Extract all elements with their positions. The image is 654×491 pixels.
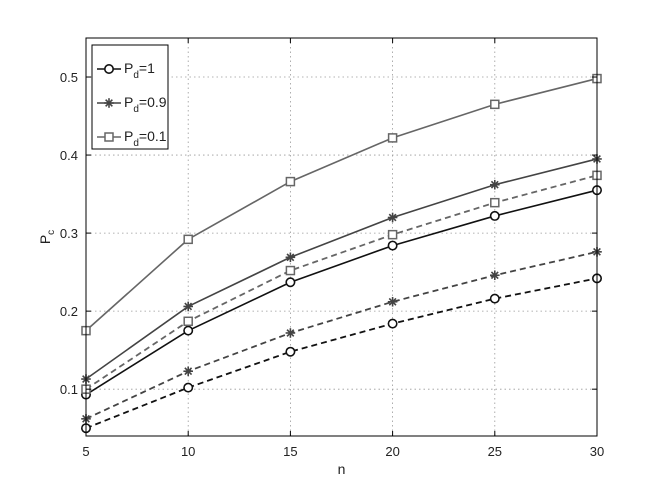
data-point-star — [285, 328, 296, 338]
data-point-square — [183, 234, 193, 245]
series-line — [85, 174, 598, 390]
x-tick-label: 20 — [385, 444, 399, 459]
data-point-circle — [489, 210, 500, 221]
y-axis-label-main: P — [37, 235, 53, 244]
series-line — [85, 77, 598, 332]
data-point-star — [387, 296, 398, 307]
x-tick-label: 5 — [82, 444, 89, 459]
data-point-circle — [183, 382, 194, 393]
legend-label: Pd=0.1 — [124, 128, 167, 149]
series-4 — [81, 273, 602, 434]
y-tick-label: 0.4 — [60, 148, 78, 163]
y-axis-label: Pc — [37, 230, 57, 244]
data-point-circle — [489, 293, 500, 304]
data-point-square — [490, 197, 500, 208]
legend-item: Pd=0.1 — [97, 128, 167, 149]
series-line — [85, 250, 598, 420]
data-point-star — [285, 252, 296, 263]
plot-frame — [85, 37, 598, 437]
series-group — [81, 73, 602, 434]
x-tick-label: 30 — [590, 444, 604, 459]
data-point-circle — [104, 64, 115, 75]
series-line — [85, 277, 598, 430]
data-point-circle — [285, 277, 296, 288]
y-tick-label: 0.5 — [60, 70, 78, 85]
y-tick-label: 0.1 — [60, 382, 78, 397]
legend: Pd=1 Pd=0.9 Pd=0.1 — [91, 44, 169, 150]
series-line — [85, 158, 598, 380]
x-axis-label: n — [338, 461, 346, 477]
ticks: 5 10 15 20 25 30 0.1 0.2 0.3 0.4 0.5 — [60, 38, 604, 459]
y-tick-label: 0.3 — [60, 226, 78, 241]
data-point-star — [183, 366, 193, 377]
data-point-circle — [285, 346, 296, 357]
data-point-star — [387, 212, 398, 223]
x-tick-label: 25 — [488, 444, 502, 459]
data-point-square — [387, 229, 398, 240]
data-point-star — [104, 98, 114, 108]
data-point-square — [285, 176, 296, 187]
series-line — [85, 189, 598, 396]
legend-label: Pd=0.9 — [124, 94, 167, 115]
x-tick-label: 15 — [283, 444, 297, 459]
data-point-square — [104, 132, 114, 142]
series-1 — [81, 185, 602, 400]
data-point-star — [183, 301, 193, 312]
y-tick-label: 0.2 — [60, 304, 78, 319]
data-point-circle — [183, 325, 194, 336]
legend-item: Pd=1 — [97, 60, 155, 81]
data-point-square — [285, 265, 296, 276]
y-axis-label-sub: c — [46, 230, 57, 235]
data-point-circle — [387, 318, 398, 329]
x-tick-label: 10 — [181, 444, 195, 459]
data-point-star — [490, 270, 500, 281]
legend-label: Pd=1 — [124, 60, 155, 81]
legend-box — [91, 44, 169, 150]
data-point-square — [387, 133, 398, 143]
legend-item: Pd=0.9 — [97, 94, 167, 115]
data-point-star — [490, 179, 500, 190]
data-point-square — [183, 316, 193, 327]
data-point-circle — [387, 240, 398, 251]
data-point-square — [490, 99, 500, 110]
